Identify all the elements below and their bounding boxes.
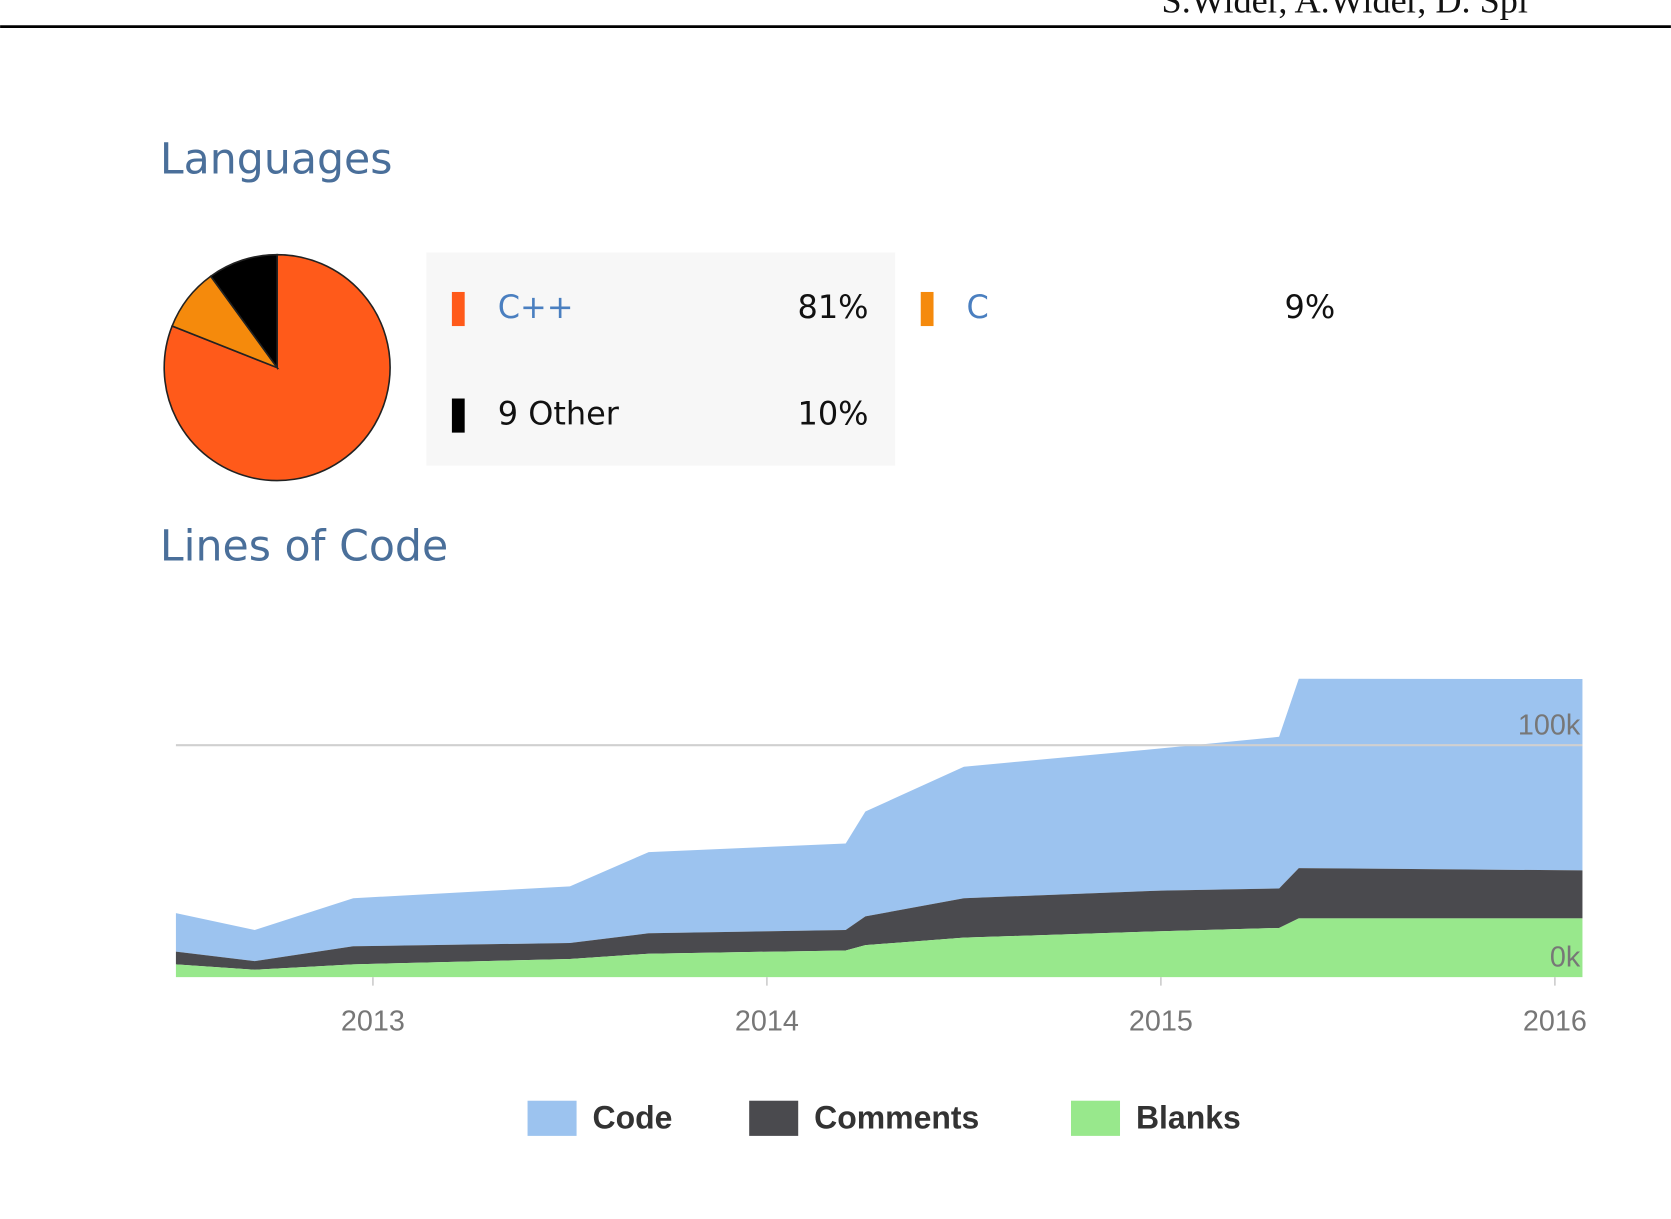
x-tick-label: 2015 (1129, 1006, 1193, 1038)
legend-label: Comments (814, 1099, 979, 1135)
pie-slice (209, 253, 278, 371)
y-tick-label: 100k (1518, 710, 1581, 742)
area (175, 918, 1583, 978)
legend-swatch (451, 291, 465, 327)
area (175, 678, 1583, 962)
legend-label: Blanks (1136, 1099, 1241, 1135)
legend-label: Code (593, 1099, 673, 1135)
legend-swatch (749, 1100, 799, 1136)
value-label: 81% (798, 288, 869, 326)
value-label: 10% (798, 395, 869, 433)
legend-swatch (920, 291, 934, 327)
legend-label: C++ (498, 288, 574, 326)
section-title: Lines of Code (160, 521, 448, 571)
value-label: 9% (1285, 288, 1336, 326)
section-title: Languages (160, 134, 392, 184)
legend-swatch (1070, 1100, 1121, 1136)
legend-swatch (527, 1100, 577, 1136)
legend-swatch (451, 398, 465, 433)
header-text: S.Wider, A.Wider, D. Spi (1162, 0, 1528, 21)
legend-box (426, 252, 896, 466)
legend-label: C (967, 288, 989, 326)
x-tick-label: 2013 (341, 1006, 405, 1038)
x-tick-label: 2016 (1523, 1006, 1587, 1038)
area (175, 868, 1583, 970)
legend-label: 9 Other (498, 395, 620, 433)
x-tick-label: 2014 (735, 1006, 799, 1038)
y-tick-label: 0k (1550, 942, 1581, 974)
